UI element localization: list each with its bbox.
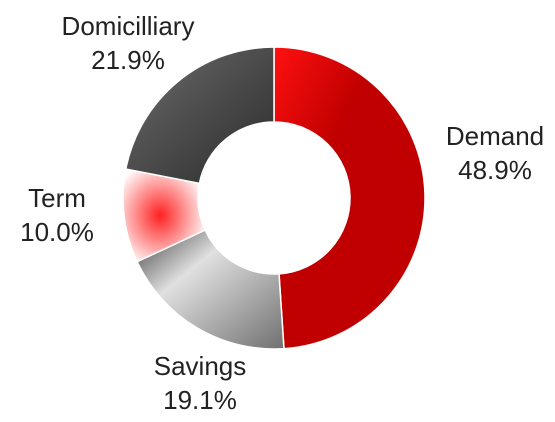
- donut-slice: [136, 229, 285, 350]
- slice-value-label: 19.1%: [163, 385, 237, 415]
- slice-value-label: 21.9%: [91, 45, 165, 75]
- slice-label: Domicilliary: [62, 11, 195, 41]
- donut-slice: [124, 46, 275, 185]
- slice-value-label: 10.0%: [20, 217, 94, 247]
- slice-label: Demand: [446, 121, 544, 151]
- slice-label: Savings: [154, 351, 247, 381]
- slice-label: Term: [28, 183, 86, 213]
- donut-slice: [273, 46, 426, 350]
- slice-value-label: 48.9%: [458, 155, 532, 185]
